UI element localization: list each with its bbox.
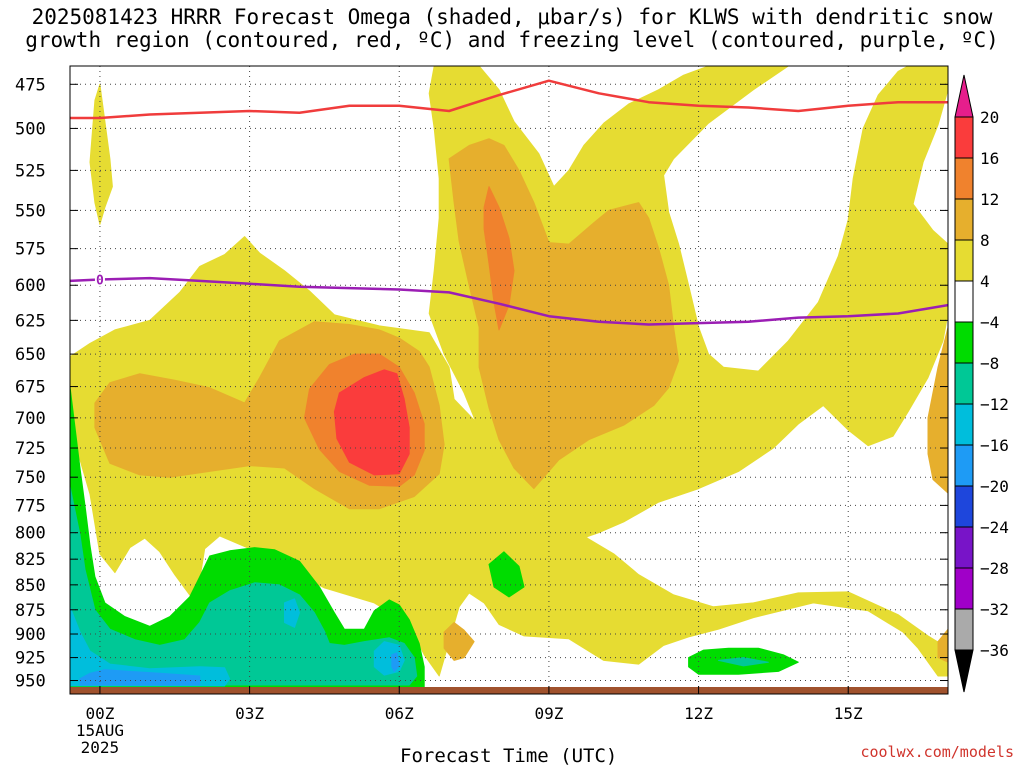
y-tick-label: 575 xyxy=(15,240,46,260)
omega-region-cyan-lower-left xyxy=(70,606,231,687)
chart-title: 2025081423 HRRR Forecast Omega (shaded, … xyxy=(0,6,1024,52)
colorbar-top-arrow xyxy=(954,74,974,118)
colorbar-label: −36 xyxy=(980,641,1009,660)
omega-region-yellow-upper-spike xyxy=(89,83,113,225)
colorbar-label: −20 xyxy=(980,477,1009,496)
colorbar-segment xyxy=(954,567,974,610)
colorbar-bottom-arrow xyxy=(954,649,974,693)
y-tick-label: 825 xyxy=(15,550,46,570)
x-tick-label: 12Z xyxy=(684,704,713,723)
y-tick-label: 750 xyxy=(15,468,46,488)
colorbar-segment xyxy=(954,485,974,528)
watermark: coolwx.com/models xyxy=(860,743,1014,761)
y-tick-label: 900 xyxy=(15,625,46,645)
title-line-1: 2025081423 HRRR Forecast Omega (shaded, … xyxy=(31,5,993,29)
x-tick-label: 06Z xyxy=(385,704,414,723)
ground-terrain xyxy=(70,687,948,694)
colorbar-label: 4 xyxy=(980,272,990,291)
y-tick-label: 800 xyxy=(15,524,46,544)
plot-frame xyxy=(69,65,949,695)
freezing-level-line xyxy=(70,276,948,326)
y-tick-label: 600 xyxy=(15,276,46,296)
colorbar-label: −16 xyxy=(980,436,1009,455)
colorbar-label: −8 xyxy=(980,354,999,373)
colorbar-label: −4 xyxy=(980,313,999,332)
colorbar-label: 16 xyxy=(980,149,999,168)
x-tick-sublabel-date: 15AUG xyxy=(76,721,124,740)
freezing-label-bg xyxy=(94,272,105,287)
y-tick-label: 775 xyxy=(15,496,46,516)
omega-region-teal-small-right xyxy=(718,657,769,667)
colorbar-label: −12 xyxy=(980,395,1009,414)
colorbar-segment xyxy=(954,444,974,487)
x-tick-label: 00Z xyxy=(85,704,114,723)
colorbar-label: −28 xyxy=(980,559,1009,578)
y-tick-label: 625 xyxy=(15,311,46,331)
omega-region-orange-right-edge xyxy=(927,326,948,494)
dgz-contour-line xyxy=(70,79,948,120)
omega-region-blue-small-2 xyxy=(391,652,400,672)
x-tick-label: 09Z xyxy=(534,704,563,723)
colorbar-segment xyxy=(954,198,974,241)
y-tick-label: 525 xyxy=(15,161,46,181)
colorbar-segment xyxy=(954,280,974,323)
title-line-2: growth region (contoured, red, ºC) and f… xyxy=(25,28,999,52)
omega-shading xyxy=(70,66,948,689)
freezing-level-label: 0 xyxy=(96,273,104,288)
omega-region-orange-small-left xyxy=(443,622,475,661)
omega-region-cyan-small-1 xyxy=(284,598,300,628)
x-tick-label: 03Z xyxy=(235,704,264,723)
y-tick-label: 700 xyxy=(15,409,46,429)
colorbar-segment xyxy=(954,239,974,282)
y-tick-label: 675 xyxy=(15,378,46,398)
colorbar-segment xyxy=(954,608,974,651)
omega-region-red-core xyxy=(333,369,410,476)
colorbar-segment xyxy=(954,116,974,159)
y-tick-label: 550 xyxy=(15,201,46,221)
omega-region-orange-right xyxy=(448,138,680,490)
x-tick-sublabel-year: 2025 xyxy=(81,738,120,757)
y-axis: 475 500 525 550 575 600 625 650 675 700 725 750 775 8… xyxy=(15,75,948,692)
omega-region-orange-small-right xyxy=(937,628,948,663)
x-axis-title: Forecast Time (UTC) xyxy=(400,745,618,767)
y-tick-label: 925 xyxy=(15,649,46,669)
colorbar-label: −24 xyxy=(980,518,1009,537)
y-tick-label: 875 xyxy=(15,601,46,621)
colorbar-segment xyxy=(954,526,974,569)
y-tick-label: 650 xyxy=(15,345,46,365)
x-tick-label: 15Z xyxy=(834,704,863,723)
plot-border xyxy=(69,65,949,695)
colorbar-label: −32 xyxy=(980,600,1009,619)
colorbar-label: 20 xyxy=(980,108,999,127)
omega-region-blue-small-1 xyxy=(79,669,201,686)
y-tick-label: 500 xyxy=(15,119,46,139)
contours: 0 xyxy=(70,79,948,326)
y-tick-label: 850 xyxy=(15,576,46,596)
ground-strip xyxy=(70,687,948,694)
colorbar-segment xyxy=(954,403,974,446)
colorbar: 20 16 12 8 4 −4 −8 −12 −16 −20 −24 −28 −32 −36 xyxy=(954,74,1009,693)
omega-region-green-small-mid xyxy=(488,551,525,598)
colorbar-segment xyxy=(954,362,974,405)
y-tick-label: 725 xyxy=(15,439,46,459)
colorbar-segment xyxy=(954,321,974,364)
colorbar-label: 8 xyxy=(980,231,990,250)
y-tick-label: 475 xyxy=(15,75,46,95)
y-tick-label: 950 xyxy=(15,672,46,692)
colorbar-label: 12 xyxy=(980,190,999,209)
colorbar-segment xyxy=(954,157,974,200)
